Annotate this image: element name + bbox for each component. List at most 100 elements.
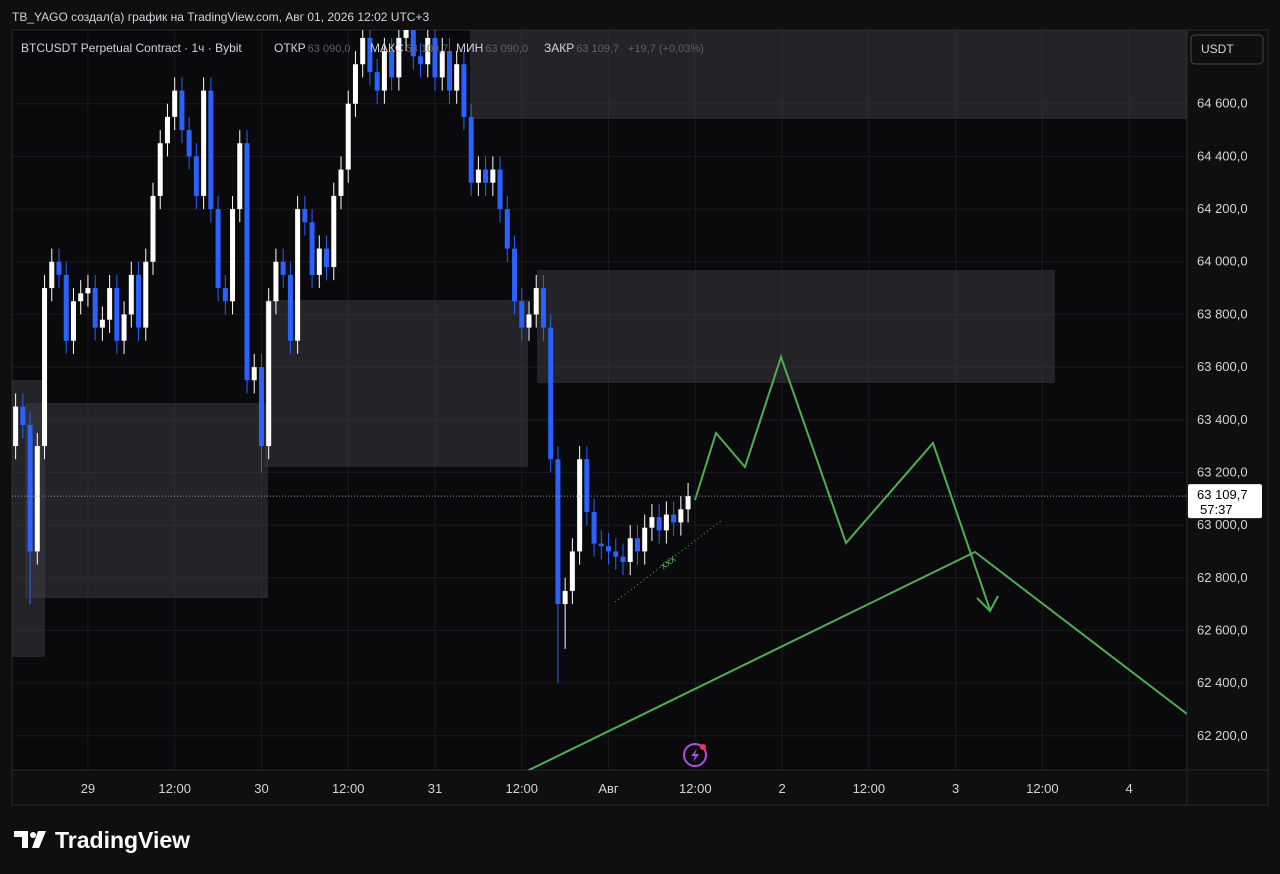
candle-body (685, 496, 691, 510)
legend-label: МАКС (370, 41, 404, 55)
ohlc-legend: ОТКР 63 090,0 МАКС 63 109,7 МИН 63 090,0 ЗАКР 6… (274, 41, 704, 55)
candle-body (49, 261, 55, 289)
candle-body (483, 169, 489, 183)
candle-body (42, 288, 48, 447)
candle-body (164, 116, 170, 144)
candle-body (439, 51, 445, 78)
candle-body (671, 514, 677, 523)
candle-body (222, 288, 228, 302)
x-tick-label: 3 (952, 781, 959, 796)
y-tick-label: 64 000,0 (1197, 254, 1248, 269)
candle-body (215, 209, 221, 289)
candle-body (649, 517, 655, 528)
candle-body (360, 37, 366, 65)
x-tick-label: 12:00 (158, 781, 191, 796)
candle-body (497, 169, 503, 210)
brand-logo (14, 831, 46, 848)
candle-body (569, 551, 575, 591)
zone (265, 300, 528, 467)
projection (526, 353, 1187, 770)
candle-body (150, 195, 156, 262)
candle-body (410, 30, 416, 57)
logo-mark (32, 831, 46, 848)
logo-mark (14, 831, 28, 848)
y-tick-label: 63 600,0 (1197, 359, 1248, 374)
candle-body (92, 288, 98, 328)
candle-body (63, 274, 69, 341)
candle-body (121, 314, 127, 341)
x-tick-label: 12:00 (505, 781, 538, 796)
event-bolt (691, 749, 699, 762)
candle-body (107, 288, 113, 320)
candle-body (555, 459, 561, 605)
x-tick-label: 12:00 (1026, 781, 1059, 796)
symbol: BTCUSDT Perpetual Contract · 1ч · Bybit (21, 41, 242, 55)
candle-body (316, 248, 322, 275)
y-tick-label: 64 400,0 (1197, 148, 1248, 163)
candle-body (606, 546, 612, 552)
candle-body (331, 195, 337, 268)
zone (537, 270, 1055, 383)
candle-body (381, 51, 387, 91)
x-tick-label: 4 (1126, 781, 1133, 796)
countdown: 57:37 (1200, 502, 1233, 517)
legend-label: ОТКР (274, 41, 306, 55)
y-tick-label: 62 400,0 (1197, 675, 1248, 690)
candle-body (526, 314, 532, 328)
candle-body (208, 90, 214, 210)
zone (470, 30, 1187, 119)
candle-body (367, 37, 373, 73)
candle-body (663, 514, 669, 531)
candle-body (475, 169, 481, 183)
candle-body (280, 261, 286, 275)
candle-body (193, 156, 199, 196)
y-tick-label: 64 200,0 (1197, 201, 1248, 216)
candle-body (446, 51, 452, 91)
candle-body (461, 64, 467, 117)
candle-body (251, 367, 257, 381)
currency: USDT (1201, 42, 1234, 56)
candle-body (598, 543, 604, 547)
candle-body (244, 143, 250, 381)
candle-body (157, 143, 163, 196)
candle-body (172, 90, 178, 117)
arrow-head (976, 595, 999, 613)
candle-body (309, 222, 315, 275)
candle-body (20, 406, 26, 426)
candle-body (258, 367, 264, 447)
candle-body (432, 37, 438, 78)
candle-body (266, 301, 272, 447)
candle-body (352, 64, 358, 104)
brand: TradingView (55, 827, 190, 853)
currency-button[interactable] (1190, 34, 1264, 65)
candle-body (273, 261, 279, 302)
y-tick-label: 64 600,0 (1197, 96, 1248, 111)
candle-body (512, 248, 518, 302)
legend-label: МИН (456, 41, 483, 55)
candle-body (519, 301, 525, 328)
logo-dot (30, 832, 36, 838)
x-tick-label: 30 (254, 781, 268, 796)
y-tick-label: 63 000,0 (1197, 517, 1248, 532)
candle-body (678, 509, 684, 523)
candle-body (70, 301, 76, 341)
candle-body (389, 51, 395, 78)
candle-body (642, 527, 648, 552)
x-tick-label: 12:00 (679, 781, 712, 796)
y-tick-label: 63 800,0 (1197, 306, 1248, 321)
candle-body (418, 56, 424, 65)
legend-value: 63 090,0 (485, 43, 528, 55)
header-title: TB_YAGO создал(а) график на TradingView.… (12, 10, 429, 24)
candle-body (591, 511, 597, 544)
candle-body (504, 209, 510, 249)
candle-body (425, 37, 431, 65)
y-tick-label: 62 600,0 (1197, 622, 1248, 637)
candle-body (99, 319, 105, 328)
candle-body (396, 37, 402, 78)
event-icon[interactable] (683, 743, 707, 767)
candle-body (56, 261, 62, 275)
candle-body (136, 274, 142, 328)
legend-value: 63 090,0 (308, 43, 351, 55)
candle-body (78, 293, 84, 302)
candle-body (27, 425, 33, 552)
